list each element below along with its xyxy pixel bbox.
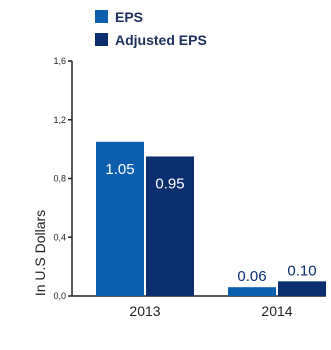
bar-adjusted-eps-2014 (278, 281, 326, 296)
legend-swatch-eps (95, 10, 108, 23)
legend-label-eps: EPS (115, 9, 143, 25)
y-tick-label: 0,8 (53, 174, 66, 184)
category-labels: 2013 2014 (129, 303, 292, 319)
x-category-label: 2014 (261, 303, 292, 319)
x-category-label: 2013 (129, 303, 160, 319)
bar-labels: 1.05 0.95 0.06 0.10 (105, 161, 316, 285)
bars (96, 141, 326, 296)
bar-eps-2014 (228, 287, 276, 296)
bar-adjusted-eps-2013 (146, 156, 194, 296)
data-label-eps-2014: 0.06 (237, 268, 266, 285)
legend-label-adjusted-eps: Adjusted EPS (115, 32, 207, 48)
bar-eps-2013 (96, 141, 144, 296)
legend-swatch-adjusted-eps (95, 33, 108, 46)
legend: EPS Adjusted EPS (95, 9, 207, 48)
y-tick-label: 1,2 (53, 115, 66, 125)
y-tick-label: 1,6 (53, 56, 66, 66)
data-label-adjusted-eps-2014: 0.10 (287, 262, 316, 279)
data-label-adjusted-eps-2013: 0.95 (155, 175, 184, 192)
y-tick-label: 0,0 (53, 291, 66, 301)
y-axis-title: In U.S Dollars (32, 210, 48, 296)
y-tick-label: 0,4 (53, 232, 66, 242)
data-label-eps-2013: 1.05 (105, 161, 134, 178)
